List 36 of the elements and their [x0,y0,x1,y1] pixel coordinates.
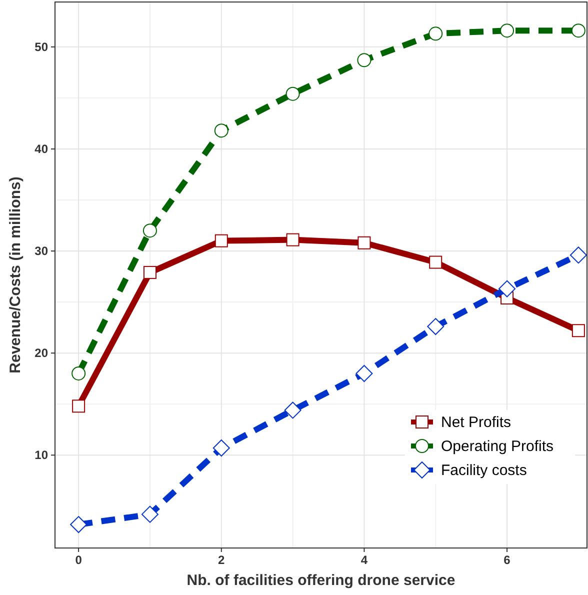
point [357,53,372,68]
point [214,124,228,138]
point [141,506,158,523]
point [286,233,300,246]
y-tick-label: 10 [34,448,48,462]
point [286,86,300,101]
point [356,364,373,382]
y-tick-label: 30 [34,244,48,258]
point [358,236,371,250]
point [570,246,587,264]
y-tick-label: 50 [34,40,48,54]
point [500,24,514,38]
x-tick-label: 4 [360,553,368,567]
point [498,280,516,298]
point [427,318,444,336]
legend-label: Net Profits [441,414,512,431]
legend-label: Operating Profits [441,438,554,455]
point [70,516,88,534]
x-tick-label: 0 [75,553,82,567]
y-tick-label: 40 [34,142,48,156]
y-tick-label: 20 [34,346,48,360]
y-axis-title: Revenue/Costs (in millions) [7,176,24,374]
x-tick-label: 2 [218,553,226,567]
point [429,256,442,269]
point [72,400,86,413]
point [143,266,156,279]
point [212,439,230,456]
x-axis-title: Nb. of facilities offering drone service [186,572,456,589]
x-tick-label: 6 [504,553,511,567]
point [214,234,228,248]
point [428,26,443,41]
point [572,324,585,338]
legend-label: Facility costs [441,462,527,479]
point [142,224,157,238]
point [72,366,86,380]
point [284,402,302,419]
